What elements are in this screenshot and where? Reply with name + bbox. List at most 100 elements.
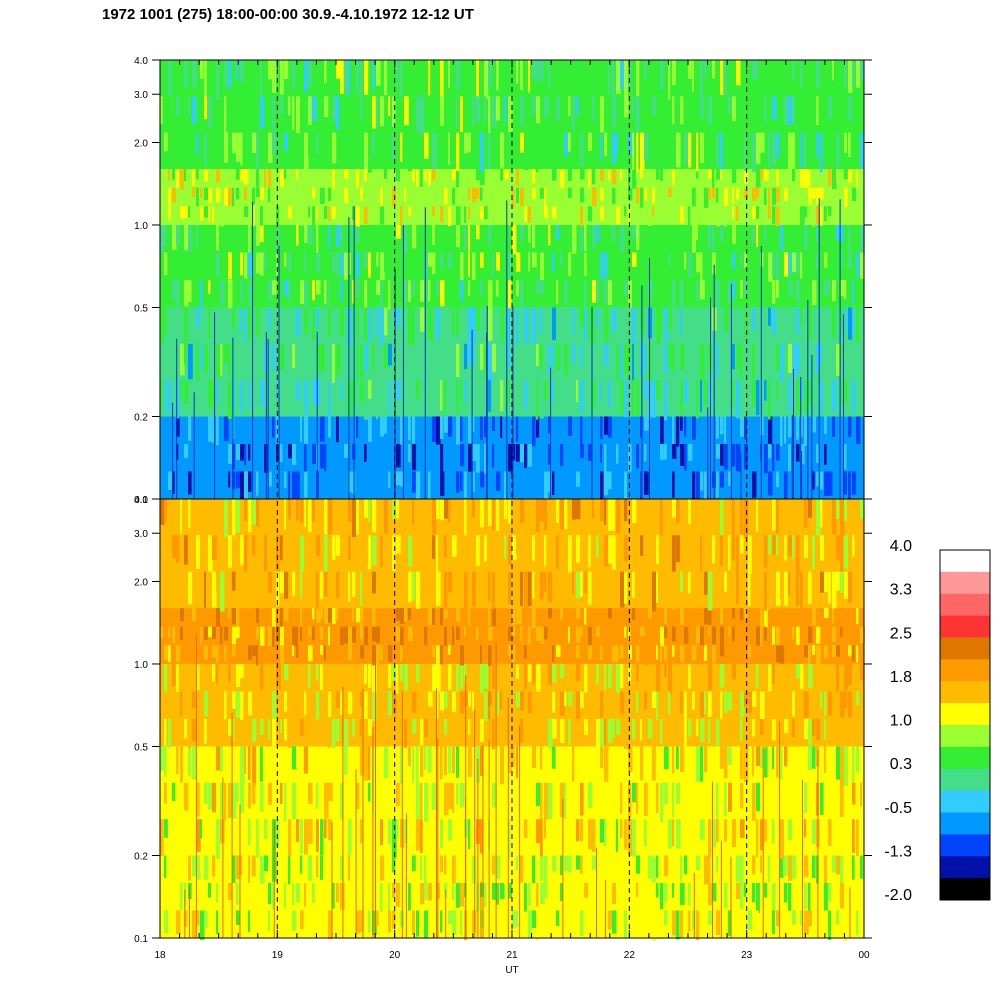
spectral-cell	[160, 444, 165, 469]
spectral-cell	[488, 187, 491, 205]
spectral-cell	[680, 608, 685, 625]
spectral-cell	[248, 819, 251, 846]
spectral-cell	[676, 471, 680, 490]
spectral-cell	[244, 746, 246, 774]
spectral-cell	[244, 819, 248, 854]
spectral-cell	[728, 910, 732, 936]
spectral-cell	[440, 855, 444, 872]
spectral-cell	[352, 645, 356, 657]
spectral-cell	[824, 719, 827, 740]
spectral-cell	[660, 169, 664, 181]
spectral-cell	[792, 60, 795, 82]
spectral-cell	[640, 910, 643, 930]
spectral-cell	[212, 444, 215, 471]
spectral-cell	[848, 471, 851, 500]
spectral-cell	[440, 499, 445, 521]
spectral-cell	[776, 471, 780, 488]
spectral-cell	[756, 746, 761, 767]
spectral-cell	[384, 746, 389, 778]
spectral-cell	[432, 855, 435, 886]
spectral-cell	[720, 444, 724, 466]
spectral-cell	[272, 883, 275, 910]
spectral-cell	[740, 343, 743, 383]
spectral-cell	[368, 343, 371, 371]
spectral-cell	[620, 626, 625, 643]
spectral-cell	[396, 471, 401, 486]
spectral-cell	[384, 307, 388, 336]
spectral-cell	[832, 645, 837, 658]
spectral-cell	[652, 499, 655, 519]
spectral-cell	[400, 169, 405, 181]
spectral-cell	[496, 96, 500, 121]
spectral-cell	[284, 883, 287, 909]
spectral-cell	[244, 252, 248, 279]
spectral-cell	[540, 626, 544, 644]
spectral-cell	[664, 855, 669, 877]
spectral-cell	[844, 664, 849, 690]
spectral-cell	[776, 571, 781, 606]
spectral-cell	[188, 225, 192, 255]
spectral-cell	[812, 819, 817, 844]
spectral-cell	[172, 471, 175, 494]
spectral-cell	[848, 60, 853, 93]
spectral-cell	[632, 664, 636, 682]
spectral-cell	[656, 626, 661, 646]
spectral-cell	[520, 187, 525, 207]
spectral-cell	[716, 782, 719, 819]
spectral-cell	[380, 664, 385, 682]
spectral-cell	[544, 626, 548, 640]
spectral-cell	[628, 626, 631, 640]
spectral-cell	[824, 444, 827, 465]
spectral-cell	[516, 746, 518, 779]
spectral-cell	[360, 691, 363, 707]
spectral-cell	[768, 380, 771, 420]
spectral-cell	[616, 187, 619, 208]
spectral-cell	[384, 169, 388, 179]
y-tick-label: 0.5	[134, 742, 148, 753]
spectral-cell	[768, 719, 772, 747]
spectral-cell	[780, 225, 784, 251]
spectral-cell	[380, 206, 384, 225]
spectral-cell	[752, 444, 757, 464]
spectral-cell	[448, 416, 453, 437]
spectral-cell	[464, 746, 467, 766]
spectral-cell	[532, 96, 537, 115]
spectral-cell	[784, 252, 789, 277]
spectral-cell	[564, 855, 568, 872]
spectral-cell	[468, 169, 473, 184]
spectral-cell	[736, 719, 741, 733]
spectral-cell	[372, 626, 377, 642]
spectral-cell	[620, 664, 624, 688]
spectral-cell	[252, 855, 256, 877]
spectral-cell	[668, 343, 673, 367]
spectral-cell	[240, 883, 242, 903]
spectral-cell	[772, 626, 775, 645]
y-tick-label: 2.0	[134, 138, 148, 149]
spectral-cell	[608, 416, 612, 438]
spectral-cell	[580, 626, 583, 637]
spectral-cell	[232, 535, 235, 558]
spectral-cell	[608, 664, 612, 688]
spectral-cell	[604, 252, 608, 278]
spectral-cell	[552, 626, 556, 643]
spectral-cell	[364, 664, 367, 684]
spectral-cell	[244, 471, 249, 501]
spectral-cell	[188, 571, 193, 605]
spectral-cell	[340, 664, 344, 694]
spectral-cell	[520, 307, 524, 343]
spectral-cell	[780, 343, 785, 381]
spectral-cell	[208, 280, 211, 294]
spectral-cell	[356, 571, 359, 606]
spectral-cell	[568, 691, 573, 706]
spectral-cell	[436, 571, 441, 606]
spectral-cell	[596, 535, 599, 558]
spectral-cell	[264, 169, 267, 189]
spectral-cell	[316, 691, 320, 720]
spectral-cell	[820, 883, 824, 898]
spectral-cell	[552, 380, 554, 405]
spectral-cell	[432, 252, 436, 275]
spectral-cell	[420, 855, 422, 881]
spectral-cell	[540, 746, 543, 770]
spectral-cell	[376, 571, 379, 598]
spectral-cell	[260, 187, 265, 200]
